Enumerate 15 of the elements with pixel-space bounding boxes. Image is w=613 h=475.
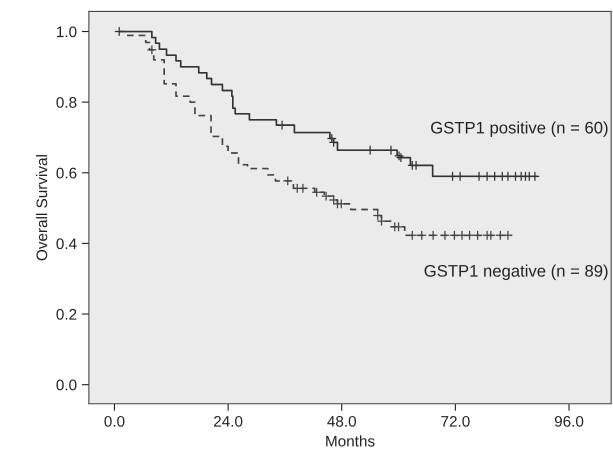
x-axis-title: Months <box>326 435 375 447</box>
x-tick-label: 48.0 <box>327 416 356 427</box>
x-tick-label: 96.0 <box>554 416 584 427</box>
annotation: GSTP1 negative (n = 89) <box>424 264 608 280</box>
x-tick-label: 0.0 <box>104 416 124 427</box>
x-tick-label: 24.0 <box>214 416 242 427</box>
y-tick-label: 0.6 <box>56 168 76 178</box>
x-tick-label: 72.0 <box>441 416 470 427</box>
annotation: GSTP1 positive (n = 60) <box>431 121 608 137</box>
y-tick-label: 0.8 <box>56 97 76 108</box>
y-axis-title: Overall Survival <box>36 155 48 260</box>
y-tick-label: 0.0 <box>56 380 76 390</box>
y-tick-label: 0.2 <box>56 308 76 320</box>
y-tick-label: 1.0 <box>57 26 76 38</box>
y-tick-label: 0.4 <box>56 238 77 250</box>
